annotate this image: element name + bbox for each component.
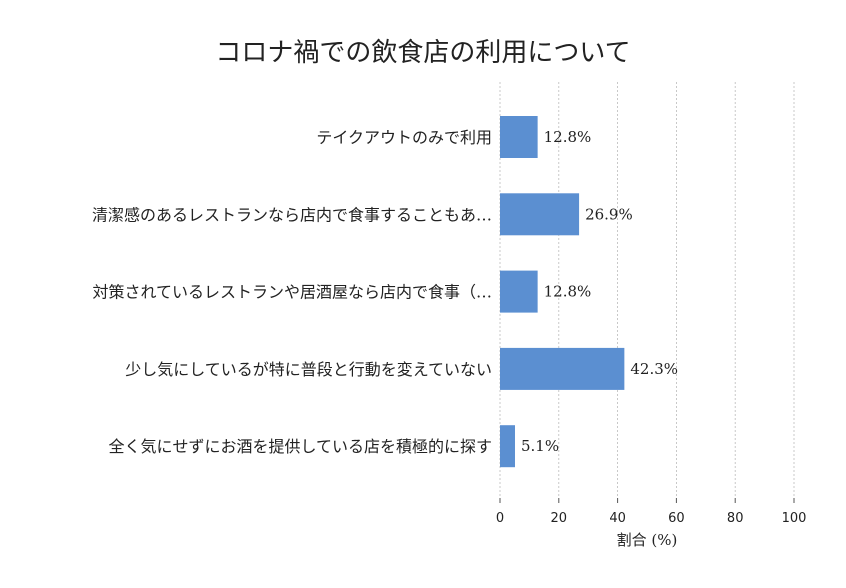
bar [500, 193, 580, 236]
x-tick-label: 100 [782, 511, 807, 526]
category-label: 少し気にしているが特に普段と行動を変えていない [125, 360, 492, 379]
x-tick-label: 0 [496, 511, 504, 526]
x-tick-label: 20 [551, 511, 568, 526]
category-label: 清潔感のあるレストランなら店内で食事することもあ… [92, 205, 492, 224]
bar [500, 270, 538, 313]
bar [500, 116, 538, 158]
label-layer: テイクアウトのみで利用 12.8% 清潔感のあるレストランなら店内で食事することもあ… [92, 128, 678, 456]
chart-title: コロナ禍での飲食店の利用について [215, 38, 630, 68]
data-label: 5.1% [521, 437, 559, 455]
x-tick-label: 80 [727, 511, 744, 526]
bar-layer [500, 116, 625, 468]
tick-layer: 0 20 40 60 80 100 [496, 498, 807, 526]
bar [500, 347, 625, 390]
x-tick-label: 60 [668, 511, 685, 526]
data-label: 26.9% [585, 205, 633, 223]
category-label: テイクアウトのみで利用 [316, 128, 492, 147]
data-label: 12.8% [544, 128, 592, 146]
x-tick-label: 40 [609, 511, 626, 526]
category-label: 全く気にせずにお酒を提供している店を積極的に探す [108, 437, 492, 456]
data-label: 42.3% [630, 360, 678, 378]
bar [500, 425, 515, 468]
x-axis-label: 割合 (%) [617, 531, 678, 549]
data-label: 12.8% [544, 283, 592, 301]
category-label: 対策されているレストランや居酒屋なら店内で食事（… [92, 283, 492, 302]
